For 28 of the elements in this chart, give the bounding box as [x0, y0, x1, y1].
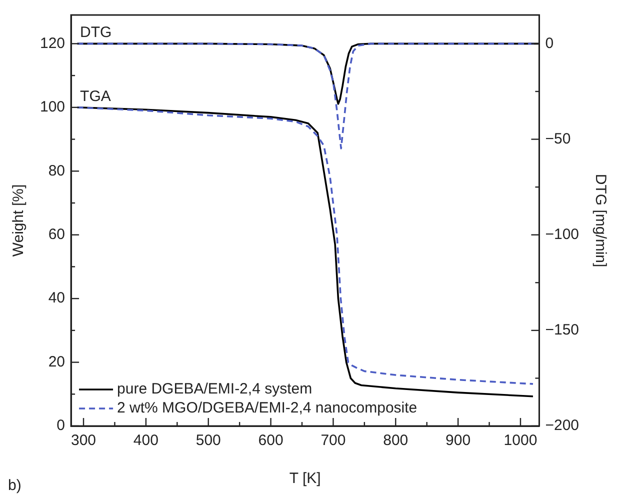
y-tick-label: 20 — [48, 353, 66, 370]
y-tick-label: 100 — [40, 98, 66, 116]
x-tick-label: 700 — [320, 432, 346, 450]
y-tick-label: 80 — [48, 162, 66, 180]
x-axis-title: T [K] — [289, 470, 321, 488]
x-tick-label: 1000 — [504, 432, 538, 450]
y2-tick-label: −100 — [545, 226, 580, 243]
y2-tick-label: −50 — [545, 130, 571, 148]
text: b) — [8, 477, 22, 494]
y2-tick-label: −150 — [545, 322, 580, 339]
y-tick-label: 40 — [48, 290, 66, 307]
annotation: TGA — [80, 88, 111, 105]
y2-tick-label: −200 — [545, 417, 580, 434]
annotation: DTG — [80, 24, 112, 41]
y2-axis-title: DTG [mg/min] — [592, 174, 609, 268]
x-tick-label: 900 — [446, 432, 471, 450]
y2-tick-label: 0 — [545, 34, 554, 52]
legend-label: pure DGEBA/EMI-2,4 system — [117, 380, 312, 398]
y-tick-label: 60 — [48, 226, 66, 243]
x-tick-label: 300 — [70, 432, 96, 450]
y-tick-label: 0 — [56, 417, 66, 434]
x-tick-label: 500 — [196, 432, 221, 450]
y-tick-label: 120 — [40, 34, 66, 52]
x-tick-label: 600 — [258, 432, 284, 450]
y-axis-title: Weight [%] — [10, 184, 28, 257]
legend-label: 2 wt% MGO/DGEBA/EMI-2,4 nanocomposite — [117, 400, 418, 417]
x-tick-label: 400 — [133, 432, 158, 450]
x-tick-label: 800 — [383, 432, 408, 450]
